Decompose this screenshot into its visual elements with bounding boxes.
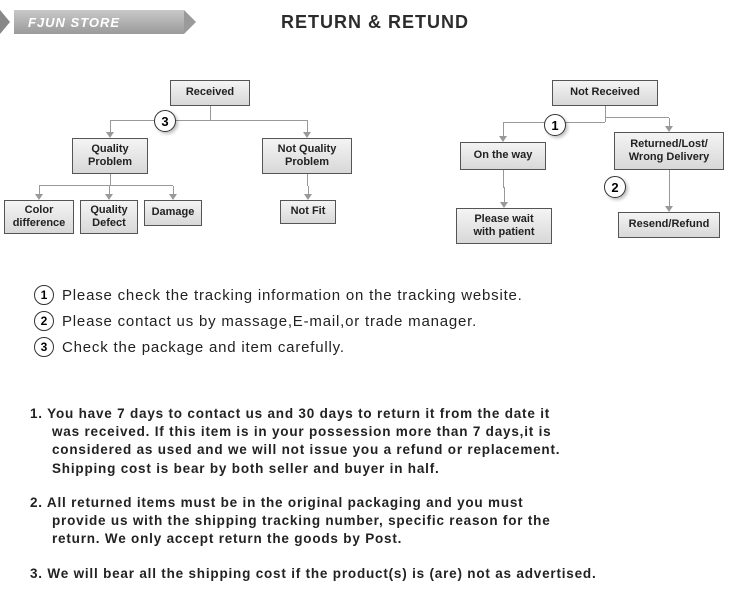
note-badge: 2 (34, 311, 54, 331)
note-item: 2 Please contact us by massage,E-mail,or… (34, 311, 714, 331)
flowchart-node-on_the_way: On the way (460, 142, 546, 170)
policy-item: 3. We will bear all the shipping cost if… (30, 565, 735, 583)
flowchart-node-not_quality: Not Quality Problem (262, 138, 352, 174)
flowchart-node-received: Received (170, 80, 250, 106)
flowchart-node-returned_lost: Returned/Lost/ Wrong Delivery (614, 132, 724, 170)
store-name: FJUN STORE (14, 10, 184, 34)
flowchart-node-resend_refund: Resend/Refund (618, 212, 720, 238)
policy-item: 2. All returned items must be in the ori… (30, 494, 735, 549)
flowchart-node-quality_defect: Quality Defect (80, 200, 138, 234)
flowchart-node-quality_problem: Quality Problem (72, 138, 148, 174)
policy-item: 1. You have 7 days to contact us and 30 … (30, 405, 735, 478)
flowchart-badge: 3 (154, 110, 176, 132)
note-text: Please contact us by massage,E-mail,or t… (62, 313, 477, 330)
policy-text: was received. If this item is in your po… (30, 423, 735, 441)
policy-text: provide us with the shipping tracking nu… (30, 512, 735, 530)
chevron-icon (0, 10, 10, 34)
flowchart-node-not_fit: Not Fit (280, 200, 336, 224)
store-banner: FJUN STORE (0, 10, 184, 34)
note-badge: 3 (34, 337, 54, 357)
flowchart-node-not_received: Not Received (552, 80, 658, 106)
header: FJUN STORE RETURN & RETUND (0, 0, 750, 40)
note-item: 3 Check the package and item carefully. (34, 337, 714, 357)
note-item: 1 Please check the tracking information … (34, 285, 714, 305)
policy-text: return. We only accept return the goods … (30, 530, 735, 548)
note-text: Please check the tracking information on… (62, 287, 523, 304)
policy-text: Shipping cost is bear by both seller and… (30, 460, 735, 478)
note-text: Check the package and item carefully. (62, 339, 345, 356)
flowchart-node-please_wait: Please wait with patient (456, 208, 552, 244)
flowchart-badge: 2 (604, 176, 626, 198)
notes-section: 1 Please check the tracking information … (34, 285, 714, 363)
policy-text: 1. You have 7 days to contact us and 30 … (30, 406, 550, 421)
flowchart-badge: 1 (544, 114, 566, 136)
flowchart: Received Quality Problem Not Quality Probl… (0, 60, 750, 270)
page-title: RETURN & RETUND (281, 12, 469, 33)
policy-text: considered as used and we will not issue… (30, 441, 735, 459)
policy-text: 2. All returned items must be in the ori… (30, 495, 523, 510)
policy-text: 3. We will bear all the shipping cost if… (30, 566, 597, 581)
policy-section: 1. You have 7 days to contact us and 30 … (30, 405, 735, 599)
flowchart-node-color_diff: Color difference (4, 200, 74, 234)
note-badge: 1 (34, 285, 54, 305)
flowchart-node-damage: Damage (144, 200, 202, 226)
